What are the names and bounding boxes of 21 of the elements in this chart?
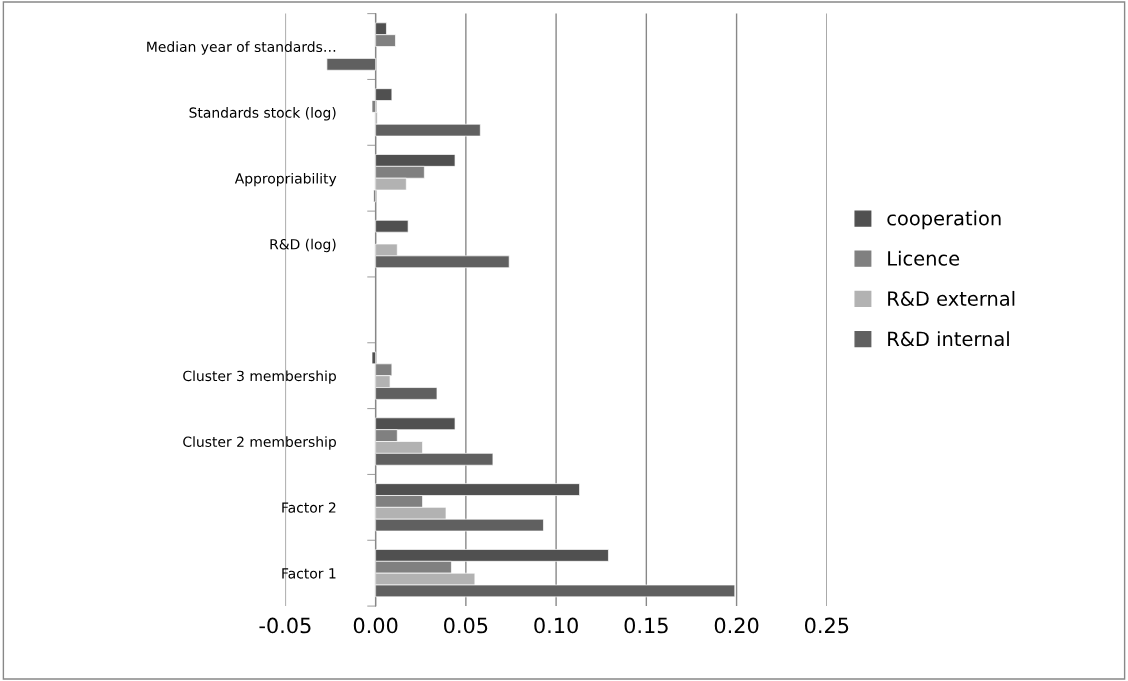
x-tick-label: 0.05	[444, 617, 488, 634]
y-tick-label: Standards stock (log)	[189, 107, 336, 121]
x-tick-label: 0.00	[353, 617, 398, 634]
y-tick-label: Factor 1	[282, 568, 336, 579]
legend-label: cooperation	[887, 210, 1001, 230]
y-tick-label: Cluster 3 membership	[183, 370, 336, 384]
y-tick-label: R&D (log)	[270, 238, 336, 253]
x-tick-label: -0.05	[259, 617, 311, 634]
y-tick-label: Cluster 2 membership	[183, 436, 336, 450]
x-tick-label: 0.10	[534, 617, 578, 634]
legend-label: R&D internal	[888, 331, 1009, 347]
y-tick-label: Median year of standards…	[147, 41, 336, 55]
legend-label: R&D external	[888, 290, 1015, 306]
x-tick-label: 0.25	[805, 617, 849, 634]
legend-label: Licence	[888, 250, 960, 266]
x-tick-label: 0.15	[624, 617, 668, 634]
x-tick-label: 0.20	[714, 617, 759, 634]
y-tick-label: Factor 2	[282, 502, 336, 513]
bar	[326, 58, 376, 71]
bar	[375, 219, 409, 233]
y-tick-label: Appropriability	[234, 172, 337, 187]
